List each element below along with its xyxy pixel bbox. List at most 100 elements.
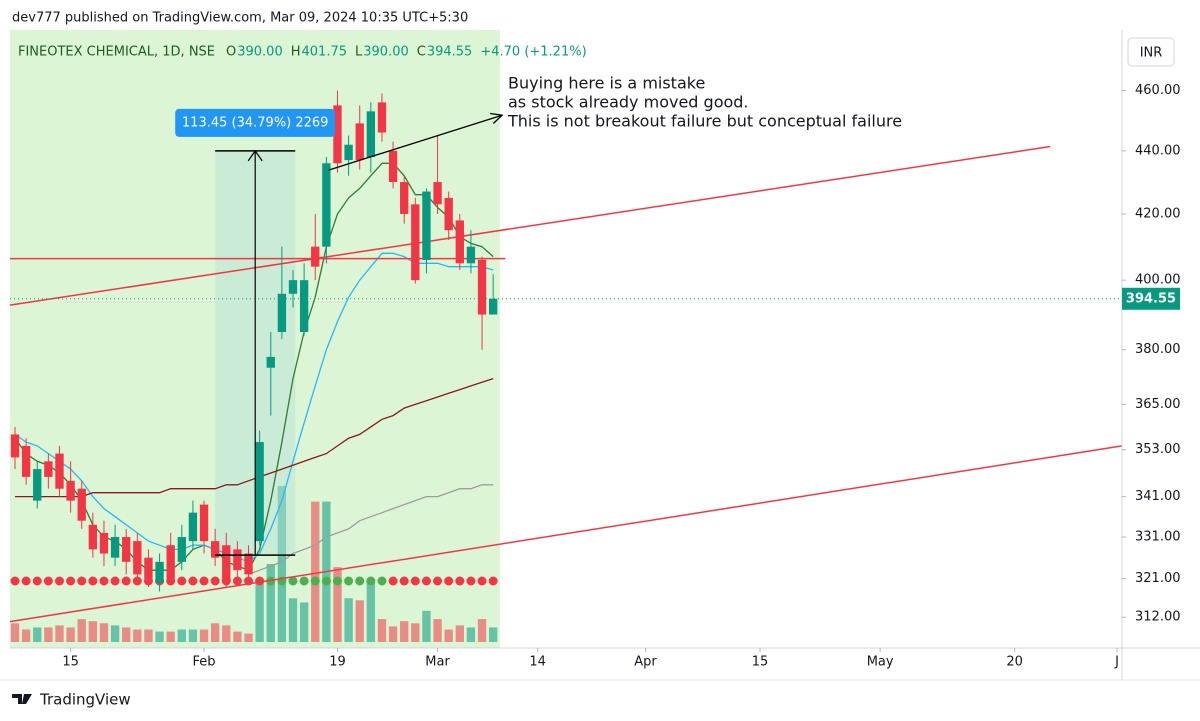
x-tick-label: Feb (193, 655, 216, 670)
x-tick-label: May (867, 655, 894, 670)
signal-dot (43, 576, 53, 586)
x-tick-label: 14 (529, 655, 546, 670)
signal-dot (199, 576, 209, 586)
candle-body (466, 246, 476, 264)
annotation-text: as stock already moved good. (508, 93, 749, 112)
signal-dot (299, 576, 309, 586)
annotation-arrow (328, 114, 503, 171)
candle-body (110, 537, 120, 558)
candle-body (311, 246, 320, 267)
candle-body (366, 111, 376, 158)
volume-bar (377, 619, 387, 642)
symbol: FINEOTEX CHEMICAL, 1D, NSE (18, 45, 215, 60)
candle-body (10, 434, 20, 458)
candle-body (88, 524, 98, 550)
candle-body (377, 102, 387, 133)
legend-key: L (355, 45, 363, 60)
legend-value: 390.00 (237, 45, 283, 60)
volume-bar (55, 625, 64, 642)
candle-body (199, 504, 209, 542)
logo-mark (12, 694, 32, 704)
measure-label-box (175, 108, 336, 137)
volume-bar (44, 627, 53, 642)
currency: INR (1140, 46, 1163, 61)
candle-body (355, 123, 364, 161)
volume-bar (166, 631, 175, 642)
volume-bar (255, 579, 264, 642)
candle-body (155, 561, 164, 583)
x-tick-label: 15 (752, 655, 769, 670)
volume-bar (433, 619, 442, 642)
candle-body (77, 488, 86, 521)
candle-body (422, 191, 431, 260)
candle-body (277, 293, 287, 333)
volume-bar (366, 582, 376, 642)
volume-bar (99, 623, 109, 642)
y-tick-label: 331.00 (1135, 530, 1181, 545)
candle-body (333, 105, 342, 164)
y-tick-label: 353.00 (1135, 442, 1181, 457)
signal-dot (366, 576, 376, 586)
candle-body (44, 461, 53, 477)
signal-dot (232, 576, 242, 586)
signal-dot (255, 576, 265, 586)
candle-body (233, 549, 242, 571)
candle-body (222, 545, 231, 583)
volume-bar (33, 627, 42, 642)
legend-value: 390.00 (363, 45, 409, 60)
last-price-box (1122, 287, 1180, 310)
x-tick-label: Mar (425, 655, 450, 670)
volume-bar (333, 567, 342, 642)
legend-key: H (291, 45, 301, 60)
measure-arrowhead (247, 149, 263, 162)
volume-bar (288, 598, 298, 642)
candle-body (433, 182, 442, 205)
trendline (9, 445, 1123, 623)
candle-body (488, 298, 498, 315)
signal-dot (466, 576, 476, 586)
signal-dot (32, 576, 42, 586)
legend-key: C (417, 45, 426, 60)
signal-dot (421, 576, 431, 586)
y-tick-label: 321.00 (1135, 571, 1181, 586)
published-line: dev777 published on TradingView.com, Mar… (12, 11, 468, 26)
signal-dot (477, 576, 487, 586)
volume-bar (10, 623, 20, 642)
volume-bar (311, 501, 320, 642)
volume-bar (222, 625, 231, 642)
volume-bar (66, 627, 75, 642)
signal-dot (99, 576, 109, 586)
volume-bar (122, 627, 131, 642)
signal-dot (488, 576, 498, 586)
y-tick-label: 365.00 (1135, 397, 1181, 412)
volume-bar (155, 631, 164, 642)
volume-bar (110, 625, 120, 642)
volume-bar (77, 619, 86, 642)
brand-logo (12, 694, 32, 704)
candle-body (66, 480, 75, 501)
signal-dot (288, 576, 298, 586)
annotation-text: This is not breakout failure but concept… (507, 112, 902, 131)
volume-bar (466, 627, 476, 642)
volume-bar (188, 629, 198, 642)
y-tick-label: 440.00 (1135, 143, 1181, 158)
signal-dot (321, 576, 331, 586)
candle-body (244, 553, 253, 575)
candle-body (388, 150, 398, 183)
volume-bar (444, 629, 453, 642)
signal-dot (10, 576, 20, 586)
volume-bar (299, 602, 309, 642)
signal-dot (21, 576, 31, 586)
signal-dot (355, 576, 365, 586)
candle-body (99, 532, 109, 554)
volume-bar (488, 627, 498, 642)
candle-body (266, 356, 275, 368)
signal-dot (444, 576, 454, 586)
y-tick-label: 460.00 (1135, 83, 1181, 98)
signal-dot (377, 576, 387, 586)
currency-box[interactable] (1127, 37, 1175, 67)
y-tick-label: 420.00 (1135, 206, 1181, 221)
signal-dot (110, 576, 120, 586)
candle-body (344, 144, 353, 161)
